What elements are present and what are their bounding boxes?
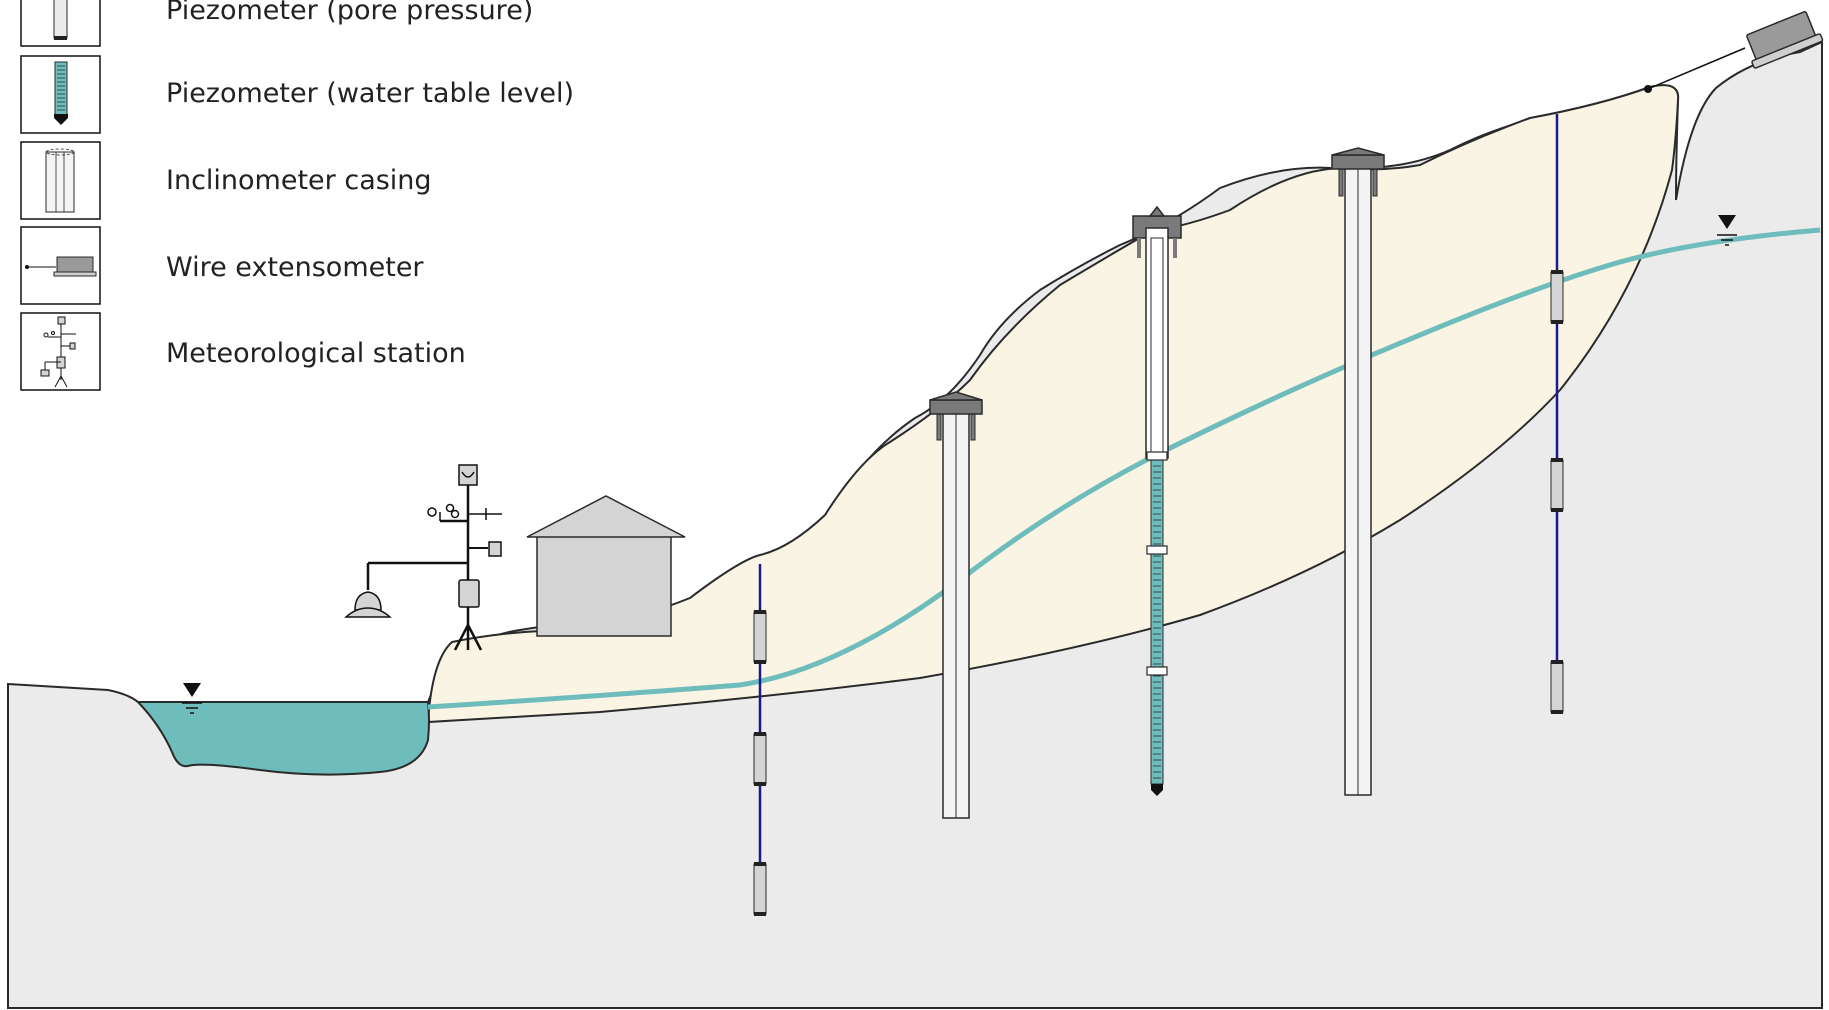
legend-label: Meteorological station bbox=[166, 338, 466, 369]
legend-item-piezometer-pore-pressure: Piezometer (pore pressure) bbox=[20, 0, 533, 47]
pore-pressure-sensor bbox=[1550, 660, 1564, 714]
water-level-symbol-slope bbox=[1717, 215, 1737, 246]
legend-label: Piezometer (water table level) bbox=[166, 78, 574, 109]
legend-item-meteorological-station: Meteorological station bbox=[20, 312, 466, 391]
legend-item-wire-extensometer: Wire extensometer bbox=[20, 226, 424, 305]
pore-pressure-sensor bbox=[753, 732, 767, 786]
pore-pressure-sensor bbox=[753, 610, 767, 664]
piezometer-string-2 bbox=[1550, 114, 1564, 714]
piezometer-string-1 bbox=[753, 564, 767, 916]
legend-label: Wire extensometer bbox=[166, 252, 424, 283]
water-table-piezometer bbox=[1132, 205, 1182, 796]
pore-pressure-sensor bbox=[1550, 458, 1564, 512]
building bbox=[526, 495, 686, 637]
legend-item-inclinometer-casing: Inclinometer casing bbox=[20, 141, 432, 220]
wire-extensometer bbox=[1644, 11, 1824, 93]
legend: Piezometer (pore pressure) Piezometer (w… bbox=[20, 0, 574, 391]
inclinometer-casing-2 bbox=[1331, 147, 1385, 796]
inclinometer-casing-1 bbox=[929, 391, 983, 819]
pore-pressure-sensor bbox=[753, 862, 767, 916]
meteorological-station bbox=[344, 464, 502, 651]
pore-pressure-sensor bbox=[1550, 270, 1564, 324]
legend-item-piezometer-water-table: Piezometer (water table level) bbox=[20, 55, 574, 134]
legend-label: Inclinometer casing bbox=[166, 165, 432, 196]
legend-label: Piezometer (pore pressure) bbox=[166, 0, 533, 26]
river bbox=[135, 701, 430, 776]
water-level-symbol-river bbox=[182, 683, 202, 714]
